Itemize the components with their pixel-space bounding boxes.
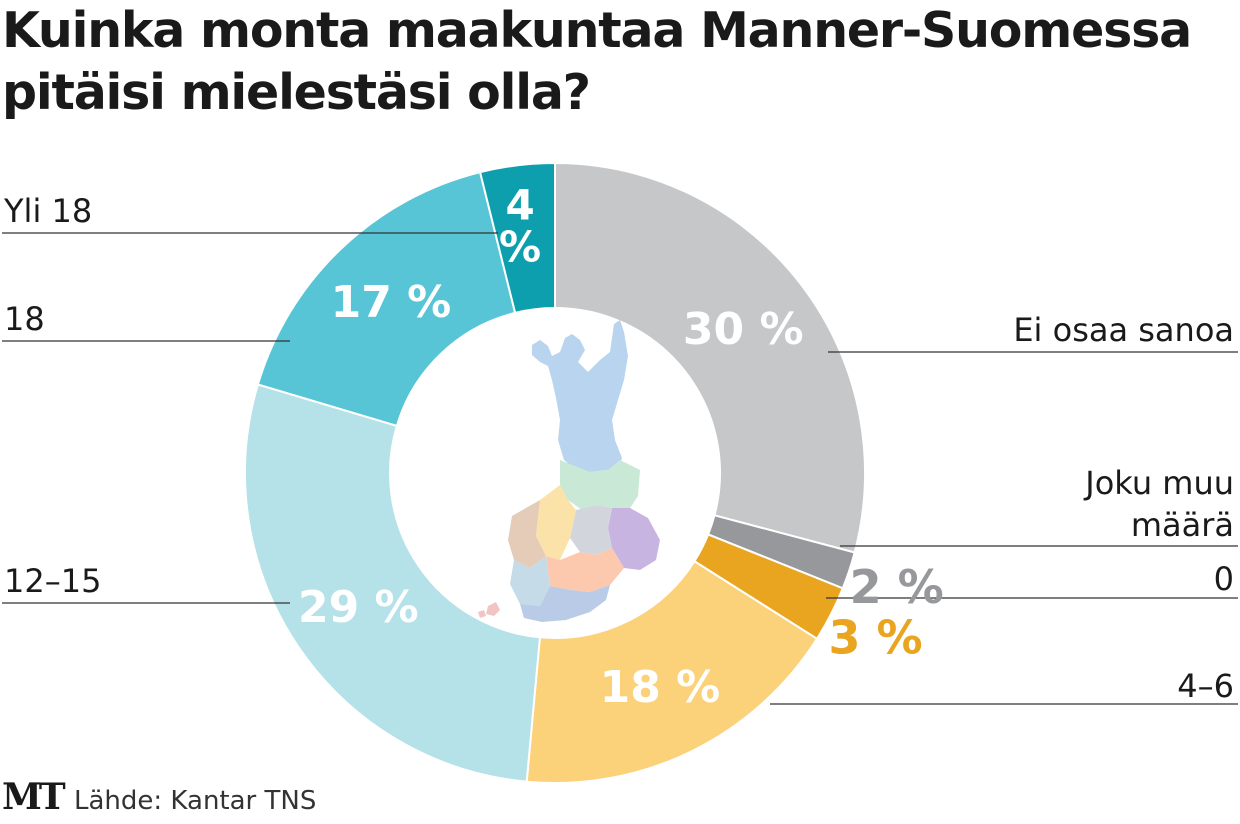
leader-lines (2, 232, 1238, 705)
category-labels: Ei osaa sanoa Joku muu määrä 0 4–6 12–15 18 Yli… (3, 192, 1234, 705)
category-label-6: Yli 18 (3, 192, 92, 230)
slice-3 (525, 559, 819, 784)
category-label-4: 12–15 (4, 562, 101, 600)
category-label-5: 18 (4, 300, 45, 338)
slice-0 (554, 161, 866, 554)
finland-map-image (478, 320, 660, 622)
slice-value-label-6-b: % (499, 222, 541, 271)
category-label-1-line2: määrä (1131, 506, 1234, 544)
slice-value-labels: 30 % 2 %3 % 18 % 29 % 17 % 4% (298, 180, 944, 713)
slice-value-label-1: 2 % (850, 560, 944, 614)
slice-value-label-3: 18 % (600, 662, 721, 713)
slice-5 (256, 170, 517, 428)
mt-logo: MT (2, 776, 66, 818)
slice-value-label-2: 3 % (828, 610, 922, 664)
category-label-1-line1: Joku muu (1083, 464, 1234, 502)
slice-value-label-4: 29 % (298, 582, 419, 633)
slice-6 (478, 161, 556, 315)
slice-4 (244, 383, 542, 783)
donut-slices (244, 161, 866, 784)
category-label-2: 0 (1214, 560, 1234, 598)
source-note: Lähde: Kantar TNS (74, 786, 317, 816)
slice-value-label-5: 17 % (331, 277, 452, 328)
category-label-0: Ei osaa sanoa (1013, 311, 1234, 349)
chart-title: Kuinka monta maakuntaa Manner-Suomessa p… (2, 2, 1192, 121)
slice-value-label-0: 30 % (683, 304, 804, 355)
slice-value-label-6-a: 4 (505, 180, 534, 229)
category-label-3: 4–6 (1177, 667, 1234, 705)
